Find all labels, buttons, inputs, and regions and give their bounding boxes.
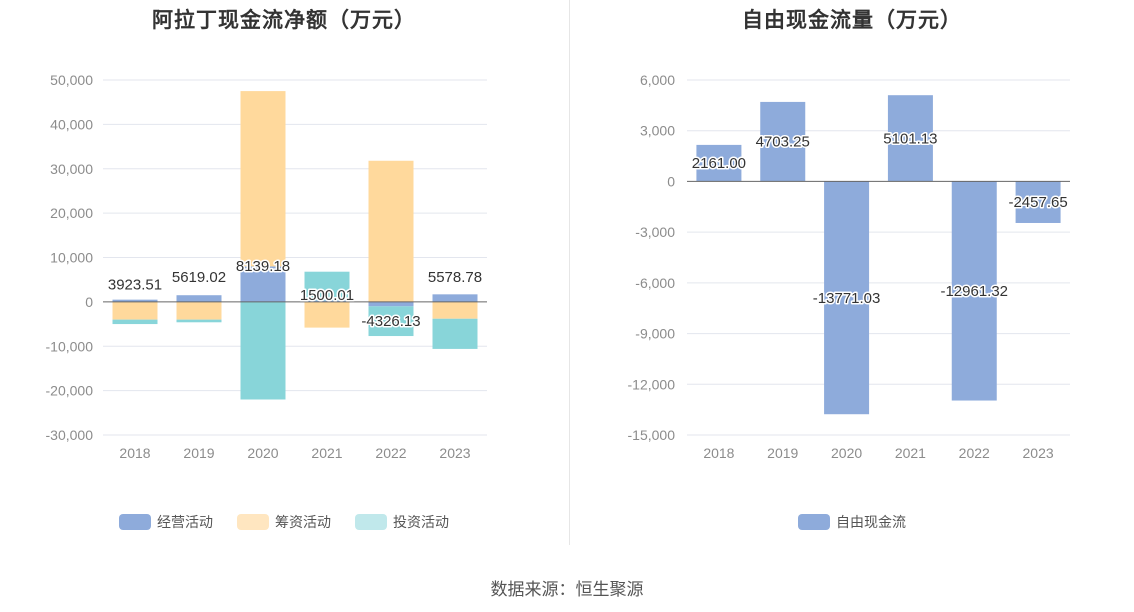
net-value-label: -4326.13 (361, 313, 420, 330)
y-tick-label: -10,000 (46, 338, 94, 354)
free-cash-flow-chart: 6,000 3,000 0 -3,000 -6,000 -9,000 -12,000 -15,… (628, 72, 1070, 461)
y-tick-label: 6,000 (640, 72, 675, 88)
bar-free-cash-flow (887, 95, 933, 182)
free-cash-flow-label: 5101.13 (883, 130, 937, 147)
y-tick-label: -9,000 (635, 326, 675, 342)
legend-swatch-financing (237, 514, 269, 530)
bar-investing (304, 271, 350, 301)
net-value-label: 3923.51 (108, 276, 162, 293)
panel-divider (569, 0, 570, 545)
net-cash-flow-chart: 50,000 40,000 30,000 20,000 10,000 0 -10,000 -2… (46, 72, 487, 461)
net-value-label: 5578.78 (428, 269, 482, 286)
legend-item-free-cash-flow[interactable]: 自由现金流 (798, 512, 906, 532)
x-tick-label: 2018 (119, 445, 150, 461)
free-cash-flow-label: -12961.32 (940, 283, 1008, 300)
y-tick-label: -3,000 (635, 224, 675, 240)
y-tick-label: -20,000 (46, 383, 94, 399)
legend-item-financing[interactable]: 筹资活动 (237, 512, 331, 532)
net-value-label: 5619.02 (172, 269, 226, 286)
legend-label-operating: 经营活动 (157, 514, 213, 530)
y-tick-label: -15,000 (628, 427, 676, 443)
y-tick-label: 0 (85, 294, 93, 310)
bar-free-cash-flow (951, 181, 997, 401)
bar-financing (432, 301, 478, 319)
free-cash-flow-label: 4703.25 (756, 134, 810, 151)
x-tick-label: 2019 (183, 445, 214, 461)
x-tick-label: 2018 (703, 445, 734, 461)
legend-swatch-operating (119, 514, 151, 530)
x-tick-label: 2023 (1023, 445, 1054, 461)
bar-financing (304, 301, 350, 328)
bar-investing (176, 319, 222, 323)
legend-label-investing: 投资活动 (393, 514, 449, 530)
bar-operating (368, 301, 414, 307)
x-tick-label: 2021 (895, 445, 926, 461)
legend-label-financing: 筹资活动 (275, 514, 331, 530)
free-cash-flow-title: 自由现金流量（万元） (742, 9, 962, 32)
y-tick-label: -12,000 (628, 376, 676, 392)
free-cash-flow-label: 2161.00 (692, 155, 746, 172)
y-tick-label: 0 (667, 173, 675, 189)
net-cash-flow-panel: 阿拉丁现金流净额（万元） 50,000 40,000 30,000 20,000 10,… (0, 0, 568, 545)
free-cash-flow-panel: 自由现金流量（万元） 6,000 3,000 0 -3,000 -6,000 -9,000… (570, 0, 1134, 545)
net-cash-flow-title: 阿拉丁现金流净额（万元） (152, 9, 416, 32)
data-source-note: 数据来源：恒生聚源 (490, 580, 644, 599)
free-cash-flow-label: -2457.65 (1008, 194, 1067, 211)
bar-financing (368, 160, 414, 302)
bar-free-cash-flow (1015, 181, 1061, 223)
bar-financing (176, 301, 222, 320)
y-tick-label: 3,000 (640, 123, 675, 139)
net-value-label: 1500.01 (300, 287, 354, 304)
y-tick-label: 50,000 (50, 72, 93, 88)
bar-investing (112, 319, 158, 325)
y-tick-label: 40,000 (50, 116, 93, 132)
bar-financing (112, 301, 158, 320)
bar-investing (368, 306, 414, 337)
bar-investing (432, 318, 478, 349)
y-tick-label: 30,000 (50, 161, 93, 177)
y-tick-label: 10,000 (50, 250, 93, 266)
x-tick-label: 2020 (247, 445, 278, 461)
free-cash-flow-label: -13771.03 (813, 290, 881, 307)
x-tick-label: 2019 (767, 445, 798, 461)
bar-investing (240, 301, 286, 400)
legend-item-investing[interactable]: 投资活动 (355, 512, 449, 532)
legend-item-operating[interactable]: 经营活动 (119, 512, 213, 532)
legend-swatch-free-cash-flow (798, 514, 830, 530)
x-tick-label: 2020 (831, 445, 862, 461)
bar-free-cash-flow (824, 181, 870, 415)
bar-operating (112, 299, 158, 302)
free-cash-flow-legend: 自由现金流 (570, 512, 1134, 532)
x-tick-label: 2022 (959, 445, 990, 461)
bar-free-cash-flow (760, 101, 806, 182)
y-tick-label: 20,000 (50, 205, 93, 221)
x-tick-label: 2022 (375, 445, 406, 461)
y-tick-label: -6,000 (635, 275, 675, 291)
x-tick-label: 2021 (311, 445, 342, 461)
x-tick-label: 2023 (439, 445, 470, 461)
bar-free-cash-flow (696, 144, 742, 182)
net-value-label: 8139.18 (236, 258, 290, 275)
bar-financing (240, 91, 286, 267)
bar-operating (176, 295, 222, 302)
legend-label-free-cash-flow: 自由现金流 (836, 514, 906, 530)
bar-operating (304, 300, 350, 302)
legend-swatch-investing (355, 514, 387, 530)
bar-operating (432, 294, 478, 302)
net-cash-flow-legend: 经营活动 筹资活动 投资活动 (0, 512, 568, 532)
y-tick-label: -30,000 (46, 427, 94, 443)
bar-operating (240, 266, 286, 302)
